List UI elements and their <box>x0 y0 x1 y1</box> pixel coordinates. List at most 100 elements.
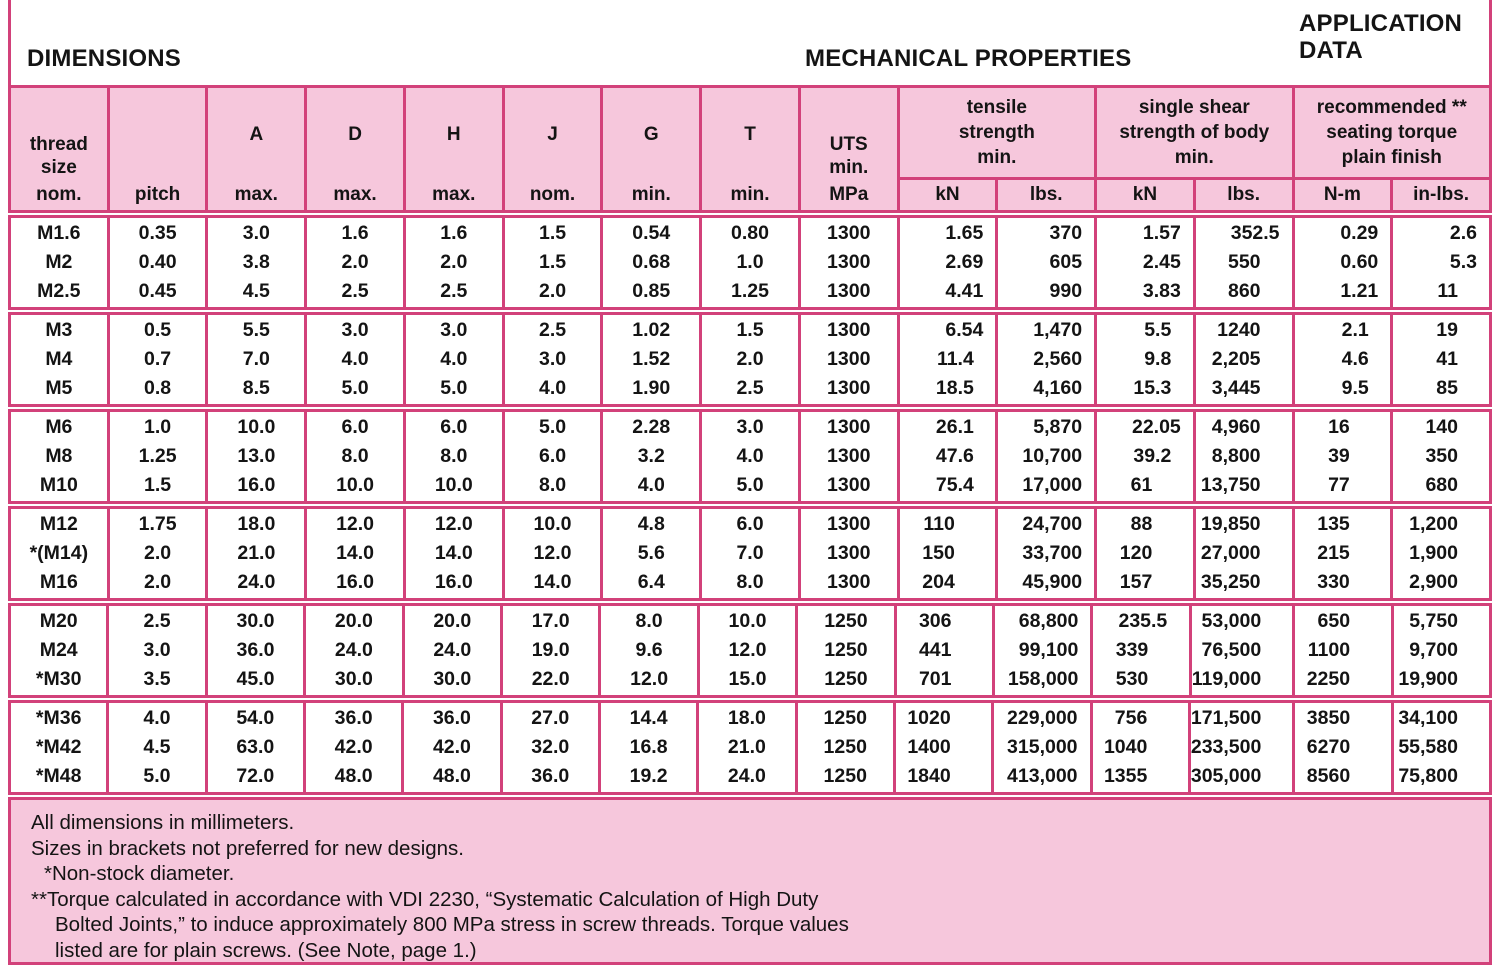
cell-value: 2.0 <box>538 280 567 302</box>
cell-value: 650 <box>1317 610 1351 632</box>
cell-value: 54.0 <box>236 707 275 729</box>
table-cell: 10.0 12.0 15.0 <box>699 606 796 695</box>
cell-value: 16.0 <box>434 571 473 593</box>
cell-value: 45.0 <box>236 668 275 690</box>
table-cell: 6.0 8.0 10.0 <box>307 412 403 501</box>
cell-value: 10.0 <box>336 474 375 496</box>
cell-value: 4.6 <box>1341 348 1369 370</box>
table-cell: 1.5 1.5 2.0 <box>504 218 601 307</box>
cell-value: 10.0 <box>434 474 473 496</box>
cell-value: 10,700 <box>1022 445 1083 467</box>
cell-value: 171,500 <box>1190 707 1262 729</box>
col-header-bottom: max. <box>333 184 377 205</box>
cell-value: 26.1 <box>935 416 974 438</box>
table-cell: 1300 1300 1300 <box>800 412 897 501</box>
table-cell: 4,960 8,800 13,750 <box>1195 412 1292 501</box>
col-header-bottom: nom. <box>36 184 82 205</box>
table-cell: 5.5 9.8 15.3 <box>1097 315 1193 404</box>
cell-value: 35,250 <box>1200 571 1261 593</box>
cell-value: 22.05 <box>1131 416 1181 438</box>
cell-value: 21.0 <box>237 542 276 564</box>
table-cell: 5,870 10,700 17,000 <box>998 412 1095 501</box>
cell-value: 16 <box>1328 416 1350 438</box>
cell-value: 2.69 <box>945 251 984 273</box>
cell-value: 24.0 <box>237 571 276 593</box>
cell-value: 55,580 <box>1398 736 1458 758</box>
cell-value: 550 <box>1227 251 1261 273</box>
cell-value: 12.0 <box>630 668 669 690</box>
cell-value: 42.0 <box>432 736 471 758</box>
cell-value: 5.5 <box>242 319 270 341</box>
cell-value: 75.4 <box>935 474 974 496</box>
table-cell: 1.02 1.52 1.90 <box>603 315 700 404</box>
cell-value: 4.0 <box>143 707 171 729</box>
cell-value: M10 <box>39 474 78 496</box>
cell-value: 15.3 <box>1133 377 1172 399</box>
cell-value: 1250 <box>823 707 867 729</box>
cell-value: 315,000 <box>1007 736 1078 758</box>
table-cell: 24,700 33,700 45,900 <box>998 509 1095 598</box>
cell-value: 85 <box>1436 377 1458 399</box>
cell-value: M20 <box>39 610 78 632</box>
cell-value: 6.0 <box>341 416 369 438</box>
cell-value: 2.5 <box>538 319 567 341</box>
table-cell: 352.5 550 860 <box>1195 218 1292 307</box>
cell-value: 4.0 <box>440 348 468 370</box>
cell-value: 5.0 <box>341 377 369 399</box>
section-title-mechanical: MECHANICAL PROPERTIES <box>805 45 1132 72</box>
cell-value: M2 <box>45 251 73 273</box>
cell-value: 1300 <box>827 474 871 496</box>
col-header-top <box>110 88 206 180</box>
cell-value: 24.0 <box>433 639 472 661</box>
cell-value: 5.0 <box>736 474 764 496</box>
table-cell: 2.5 3.0 4.0 <box>504 315 601 404</box>
cell-value: 441 <box>918 639 952 661</box>
cell-value: 1.5 <box>736 319 764 341</box>
col-header-thread-size: thread size nom. <box>11 88 107 210</box>
cell-value: 20.0 <box>334 610 373 632</box>
col-header-bottom: min. <box>730 184 770 205</box>
table-cell: 19 41 85 <box>1393 315 1489 404</box>
cell-value: 14.0 <box>533 571 572 593</box>
cell-value: 1.52 <box>632 348 671 370</box>
cell-value: 72.0 <box>236 765 275 787</box>
table-cell: M1.6 M2 M2.5 <box>11 218 107 307</box>
cell-value: 42.0 <box>334 736 373 758</box>
table-header: thread size nom. pitch A max. D max. H m… <box>8 85 1492 213</box>
cell-value: 4,160 <box>1033 377 1083 399</box>
table-body: M1.6 M2 M2.5 0.35 0.40 0.45 3.0 3.8 4.5 1.6 2.0 2.5… <box>8 215 1492 795</box>
table-frame: DIMENSIONS MECHANICAL PROPERTIES APPLICA… <box>8 0 1492 965</box>
cell-value: 1,470 <box>1033 319 1083 341</box>
cell-value: M4 <box>45 348 73 370</box>
cell-value: 12.0 <box>533 542 572 564</box>
table-cell: 6.0 8.0 10.0 <box>405 412 502 501</box>
cell-value: 2,205 <box>1211 348 1261 370</box>
section-title-dimensions: DIMENSIONS <box>27 45 182 72</box>
cell-value: 1300 <box>827 513 871 535</box>
cell-value: M5 <box>45 377 73 399</box>
table-cell: 18.0 21.0 24.0 <box>699 703 795 792</box>
table-cell: 1300 1300 1300 <box>800 218 897 307</box>
cell-value: 30.0 <box>236 610 275 632</box>
cell-value: 24.0 <box>334 639 373 661</box>
cell-value: 9.6 <box>635 639 663 661</box>
cell-value: 0.35 <box>138 222 177 244</box>
cell-value: 1300 <box>827 280 871 302</box>
table-cell: 8.0 9.6 12.0 <box>601 606 697 695</box>
cell-value: 11.4 <box>936 348 974 370</box>
cell-value: 120 <box>1119 542 1153 564</box>
cell-value: 3.8 <box>242 251 270 273</box>
cell-value: 5.3 <box>1449 251 1477 273</box>
col-header-top: J <box>547 123 558 145</box>
cell-value: 110 <box>923 513 955 535</box>
cell-value: 0.7 <box>144 348 172 370</box>
cell-value: 1,900 <box>1409 542 1458 564</box>
cell-value: M1.6 <box>37 222 81 244</box>
cell-value: 2.28 <box>632 416 671 438</box>
footnote: Sizes in brackets not preferred for new … <box>31 836 464 860</box>
col-header-top: G <box>643 123 659 145</box>
cell-value: 1300 <box>827 319 871 341</box>
table-cell: 1.57 2.45 3.83 <box>1097 218 1193 307</box>
cell-value: 39 <box>1328 445 1350 467</box>
